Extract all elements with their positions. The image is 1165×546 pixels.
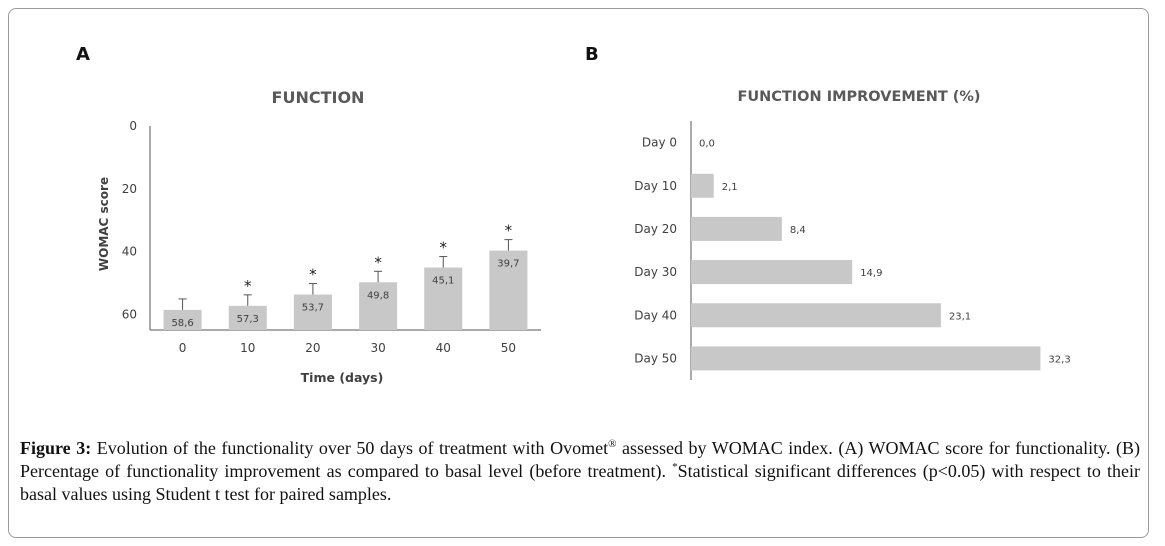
chart-a-x-axis-label: Time (days) <box>301 370 384 385</box>
caption-text-1: Evolution of the functionality over 50 d… <box>91 438 609 458</box>
chart-b-function-improvement: FUNCTION IMPROVEMENT (%) 0,0 Day 0 2,1 Day … <box>634 89 1071 380</box>
chart-a-bar <box>359 282 398 330</box>
chart-b-category-label: Day 50 <box>634 351 677 365</box>
chart-a-y-tick-label: 20 <box>122 182 137 196</box>
chart-a-x-tick-label: 0 <box>179 341 187 355</box>
chart-a-significance-marker: * <box>505 222 513 240</box>
chart-b-bar <box>691 173 714 198</box>
chart-a-bar <box>163 309 202 330</box>
chart-a-bar <box>293 294 332 330</box>
chart-a-y-tick-label: 40 <box>122 245 137 259</box>
chart-b-data-label: 2,1 <box>722 182 738 193</box>
caption-text-3: Statistical significant differences (p<0… <box>20 461 1141 504</box>
chart-b-data-label: 14,9 <box>860 268 882 279</box>
chart-a-x-tick-label: 10 <box>240 341 255 355</box>
caption-text-2: assessed by WOMAC index. (A) WOMAC score… <box>20 438 1140 481</box>
chart-b-title: FUNCTION IMPROVEMENT (%) <box>737 89 980 105</box>
chart-a-data-label: 58,6 <box>171 318 193 329</box>
chart-a-data-label: 39,7 <box>497 259 519 270</box>
panel-a-label: A <box>76 44 90 65</box>
chart-a-x-tick-label: 30 <box>370 341 385 355</box>
registered-mark: ® <box>608 438 617 450</box>
caption-label: Figure 3: <box>20 438 92 458</box>
chart-b-data-label: 32,3 <box>1048 354 1070 365</box>
figure-caption: Figure 3: Evolution of the functionality… <box>20 437 1140 506</box>
chart-b-category-label: Day 30 <box>634 265 677 279</box>
chart-a-x-tick-label: 20 <box>305 341 320 355</box>
chart-a-bar <box>424 267 463 330</box>
chart-a-bar <box>489 250 528 330</box>
chart-a-x-tick-label: 50 <box>501 341 516 355</box>
chart-a-data-label: 53,7 <box>302 303 324 314</box>
chart-a-y-tick-label: 0 <box>129 119 137 133</box>
chart-b-category-label: Day 40 <box>634 308 677 322</box>
chart-b-data-label: 23,1 <box>949 311 971 322</box>
chart-a-womac-score: FUNCTION WOMAC score Time (days) 0 20 40 60… <box>97 88 541 385</box>
chart-a-data-label: 49,8 <box>367 290 389 301</box>
chart-b-bar <box>691 303 941 328</box>
chart-a-data-label: 57,3 <box>237 314 259 325</box>
caption-asterisk: * <box>672 461 678 473</box>
chart-a-significance-marker: * <box>374 253 382 271</box>
chart-b-data-label: 8,4 <box>790 225 806 236</box>
chart-b-bar <box>691 346 1041 371</box>
chart-b-category-label: Day 20 <box>634 222 677 236</box>
chart-a-significance-marker: * <box>309 266 317 284</box>
figure-frame <box>8 8 1149 538</box>
panel-b-label: B <box>585 44 599 65</box>
chart-a-significance-marker: * <box>440 239 448 257</box>
chart-b-bar <box>691 260 853 285</box>
chart-b-category-label: Day 0 <box>642 136 677 150</box>
chart-a-y-axis-label: WOMAC score <box>97 177 111 271</box>
chart-a-y-tick-label: 60 <box>122 307 137 321</box>
chart-b-bar <box>691 216 782 241</box>
chart-a-data-label: 45,1 <box>432 276 454 287</box>
chart-a-x-tick-label: 40 <box>436 341 451 355</box>
chart-a-title: FUNCTION <box>272 88 365 107</box>
chart-b-data-label: 0,0 <box>699 139 715 150</box>
chart-a-bar <box>228 305 267 330</box>
chart-a-significance-marker: * <box>244 277 252 295</box>
chart-b-category-label: Day 10 <box>634 179 677 193</box>
